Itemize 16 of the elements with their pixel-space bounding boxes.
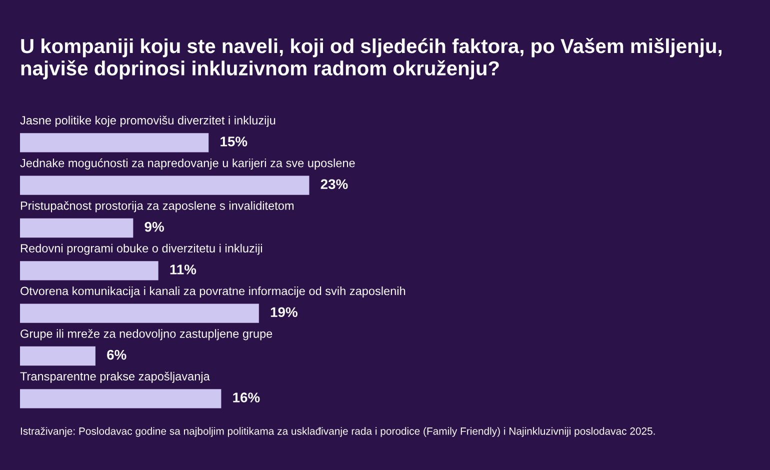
data-label: 15% — [220, 136, 248, 146]
y-tick-label: Redovni programi obuke o diverzitetu i inkluziji — [20, 244, 262, 255]
y-tick-label: Jasne politike koje promovišu diverzitet i inkluziju — [20, 116, 276, 127]
data-label: 19% — [270, 307, 298, 318]
text: U kompaniji koju ste naveli, koji od sljedećih faktora, po Vašem mišljenju, najviše doprinosi inkluzivnom radnom okruženju? — [21, 38, 722, 80]
y-tick-label: Transparentne prakse zapošljavanja — [20, 372, 210, 383]
data-label: 9% — [144, 222, 164, 232]
data-label: 6% — [107, 350, 126, 360]
data-label: 16% — [233, 392, 260, 402]
data-label: 11% — [170, 264, 196, 274]
y-tick-label: Jednake mogućnosti za napredovanje u karijeri za sve uposlene — [20, 158, 355, 170]
y-tick-label: Pristupačnost prostorija za zaposlene s invaliditetom — [20, 201, 294, 212]
data-label: 23% — [320, 179, 348, 190]
y-tick-label: Grupe ili mreže za nedovoljno zastupljene grupe — [20, 329, 272, 340]
text: Istraživanje: Poslodavac godine sa najboljim politikama za usklađivanje rada i porodice (Family Friendly) i Najinkluzivniji poslodavac 2025. — [20, 427, 655, 437]
y-tick-label: Otvorena komunikacija i kanali za povratne informacije od svih zaposlenih — [20, 286, 406, 298]
